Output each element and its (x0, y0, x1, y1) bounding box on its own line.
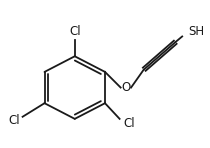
Text: Cl: Cl (69, 25, 81, 38)
Text: SH: SH (188, 25, 205, 38)
Text: Cl: Cl (8, 114, 20, 127)
Text: Cl: Cl (123, 116, 135, 130)
Text: O: O (121, 81, 130, 94)
